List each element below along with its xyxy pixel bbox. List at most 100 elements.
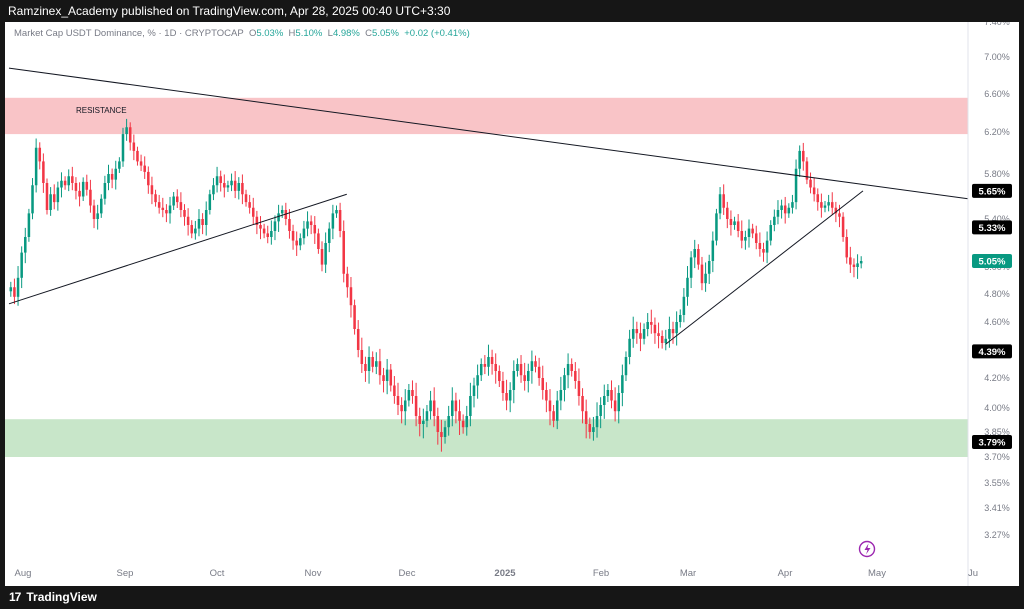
candle [280, 205, 284, 218]
candle-body [642, 329, 646, 339]
candle [306, 211, 309, 237]
candle-body [653, 324, 657, 334]
price-chart[interactable]: RESISTANCE 7.40% 7.00% 6.60% 6.20% 5.80% 5.40… [5, 17, 1019, 586]
candle [299, 233, 302, 251]
candle-body [309, 221, 313, 225]
candle [132, 134, 136, 161]
candle [251, 197, 255, 225]
time-axis[interactable]: Aug Sep Oct Nov Dec 2025 Feb Mar Apr May Ju [15, 568, 978, 579]
candle-body [487, 357, 490, 367]
candle-body [678, 315, 682, 322]
candle [458, 399, 461, 435]
lightning-bolt-icon[interactable] [858, 540, 876, 558]
support-zone [5, 419, 968, 457]
candle [469, 382, 472, 427]
candle [483, 355, 487, 375]
candle-body [494, 364, 497, 371]
candle-body [407, 390, 411, 401]
candle [429, 390, 432, 420]
candle-body [306, 221, 309, 229]
replay-button[interactable] [858, 540, 876, 558]
candle [479, 358, 483, 381]
candle [396, 382, 400, 416]
candle [563, 367, 566, 402]
candle [241, 174, 244, 205]
candle [537, 357, 541, 386]
candle [505, 379, 508, 411]
x-tick-label: May [868, 568, 886, 579]
candle-body [52, 194, 56, 203]
price-marker-badge [972, 344, 1012, 359]
tradingview-logo[interactable]: 17 TradingView [9, 590, 97, 604]
candle [190, 220, 194, 239]
price-marker-badge [972, 254, 1012, 268]
candle-body [802, 150, 805, 162]
candle [436, 407, 440, 445]
candle [527, 363, 530, 393]
candle [38, 142, 42, 170]
candle-body [346, 273, 349, 288]
candle-body [139, 161, 143, 166]
candle [689, 251, 693, 289]
candle-body [751, 228, 754, 234]
candle-body [765, 240, 769, 253]
candle-body [671, 329, 675, 334]
candle [570, 358, 573, 377]
candle [364, 356, 367, 382]
candle-body [443, 427, 447, 437]
candle [856, 254, 859, 279]
candle-body [584, 411, 588, 424]
candle [501, 371, 505, 401]
candle [588, 417, 592, 439]
candle-body [356, 329, 360, 350]
candle-body [45, 183, 49, 210]
descending-resistance [8, 67, 969, 200]
candle [584, 399, 588, 439]
candle-body [733, 221, 736, 225]
open-value: 5.03% [256, 28, 284, 39]
candle [147, 166, 150, 194]
candle [548, 389, 552, 426]
candle-body [476, 375, 479, 386]
candle-body [798, 150, 801, 169]
candle-body [128, 127, 132, 143]
price-marker-label: 3.79% [979, 438, 1006, 449]
candle [664, 329, 668, 351]
candle-body [400, 405, 403, 412]
candle [447, 405, 450, 436]
candle-body [24, 237, 27, 253]
candle-body [534, 361, 537, 367]
candle-body [100, 198, 103, 214]
candle [534, 355, 537, 373]
candle [454, 392, 458, 424]
candle-body [563, 375, 566, 390]
candle-body [606, 390, 610, 396]
candle-body [382, 375, 385, 381]
candle [751, 223, 754, 239]
candle [733, 216, 736, 230]
price-axis[interactable]: 7.40%7.00%6.60%6.20%5.80%5.40%5.00%4.80%… [984, 17, 1010, 540]
candle-body [736, 221, 740, 231]
candle [161, 197, 165, 218]
candle-body [668, 329, 671, 339]
candle-body [787, 207, 791, 214]
candle-body [621, 375, 624, 393]
candle [841, 212, 845, 242]
candle [700, 256, 704, 291]
candle [559, 376, 563, 411]
candle-body [646, 322, 649, 329]
candle-body [150, 185, 154, 195]
candle [179, 192, 183, 218]
candle-body [693, 249, 696, 258]
candle-body [838, 213, 841, 217]
candle [393, 376, 396, 404]
close-value: 5.05% [372, 28, 399, 39]
candle-body [740, 231, 744, 241]
y-tick-label: 5.40% [984, 214, 1010, 224]
chart-area[interactable]: RESISTANCE 7.40% 7.00% 6.60% 6.20% 5.80% 5.40… [5, 17, 1019, 586]
candle [740, 220, 744, 249]
candle-body [440, 432, 443, 437]
candle-body [71, 176, 74, 183]
x-tick-label: Nov [305, 568, 322, 579]
price-marker-badge [972, 183, 1012, 198]
